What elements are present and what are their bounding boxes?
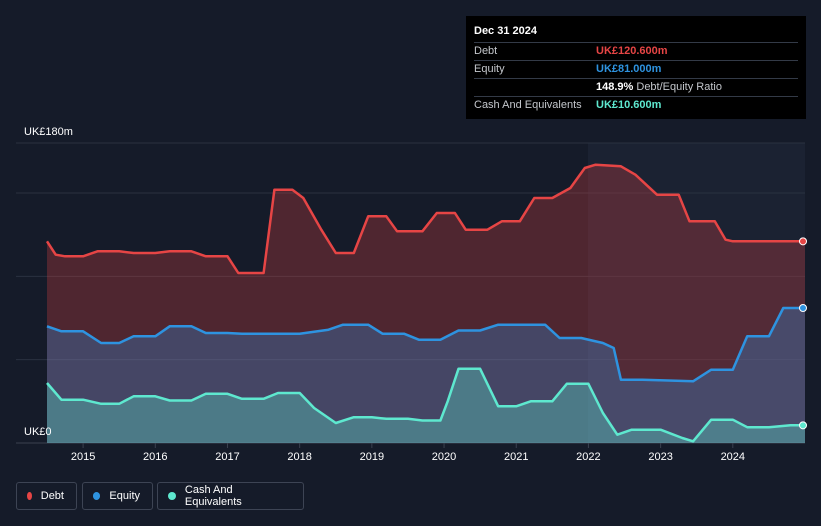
tooltip-row-cash: Cash And Equivalents UK£10.600m bbox=[474, 96, 798, 114]
x-tick-label: 2015 bbox=[71, 451, 95, 463]
series-endpoints bbox=[799, 237, 807, 430]
tooltip-panel: Dec 31 2024 Debt UK£120.600m Equity UK£8… bbox=[466, 16, 806, 119]
endpoint-equity[interactable] bbox=[799, 304, 807, 312]
y-tick-label-max: UK£180m bbox=[24, 126, 73, 138]
y-axis: UK£0 UK£180m bbox=[24, 126, 73, 438]
area-debt bbox=[47, 164, 805, 443]
area-cash-and-equivalents bbox=[47, 368, 805, 443]
x-axis: 2015 2016 2017 2018 2019 2020 2021 2022 2023 2024 bbox=[71, 443, 745, 463]
legend-label: Debt bbox=[40, 490, 64, 502]
ratio-suffix: Debt/Equity Ratio bbox=[636, 81, 722, 93]
legend-label: Equity bbox=[109, 490, 140, 502]
line-equity bbox=[46, 306, 805, 383]
tooltip-label: Cash And Equivalents bbox=[474, 99, 582, 111]
x-tick-label: 2016 bbox=[143, 451, 167, 463]
tooltip-value-debt: UK£120.600m bbox=[596, 45, 668, 57]
tooltip-value-cash: UK£10.600m bbox=[596, 99, 662, 111]
x-tick-label: 2020 bbox=[432, 451, 456, 463]
x-tick-label: 2021 bbox=[504, 451, 528, 463]
y-tick-label-min: UK£0 bbox=[24, 426, 52, 438]
x-tick-label: 2018 bbox=[287, 451, 311, 463]
legend-label: Cash And Equivalents bbox=[184, 484, 242, 508]
tooltip-row-debt: Debt UK£120.600m bbox=[474, 42, 798, 60]
grid-lines bbox=[16, 142, 805, 444]
endpoint-cash-and-equivalents[interactable] bbox=[799, 421, 807, 430]
endpoint-debt[interactable] bbox=[799, 237, 807, 246]
tooltip-value-equity: UK£81.000m bbox=[596, 63, 662, 75]
legend-dot-cash-icon bbox=[168, 492, 176, 500]
x-tick-label: 2024 bbox=[721, 451, 745, 463]
legend-item-debt[interactable]: Debt bbox=[16, 482, 77, 510]
series-lines bbox=[45, 163, 805, 443]
tooltip-label: Debt bbox=[474, 45, 498, 57]
legend-dot-debt-icon bbox=[27, 492, 32, 500]
tooltip-date: Dec 31 2024 bbox=[474, 25, 537, 37]
tooltip-label: Equity bbox=[474, 63, 505, 75]
x-tick-label: 2022 bbox=[576, 451, 600, 463]
legend-item-cash[interactable]: Cash And Equivalents bbox=[157, 482, 304, 510]
legend-dot-equity-icon bbox=[93, 492, 101, 500]
area-equity bbox=[47, 308, 805, 443]
x-tick-label: 2017 bbox=[215, 451, 239, 463]
tooltip-value-ratio: 148.9% Debt/Equity Ratio bbox=[596, 79, 722, 96]
tooltip-row-ratio: 148.9% Debt/Equity Ratio bbox=[474, 78, 798, 96]
legend-item-equity[interactable]: Equity bbox=[82, 482, 153, 510]
tooltip-row-equity: Equity UK£81.000m bbox=[474, 60, 798, 78]
line-cash-and-equivalents bbox=[46, 367, 805, 443]
x-tick-label: 2023 bbox=[648, 451, 672, 463]
ratio-value: 148.9% bbox=[596, 81, 634, 93]
series-areas bbox=[47, 164, 805, 443]
x-tick-label: 2019 bbox=[360, 451, 384, 463]
line-debt bbox=[45, 163, 805, 275]
